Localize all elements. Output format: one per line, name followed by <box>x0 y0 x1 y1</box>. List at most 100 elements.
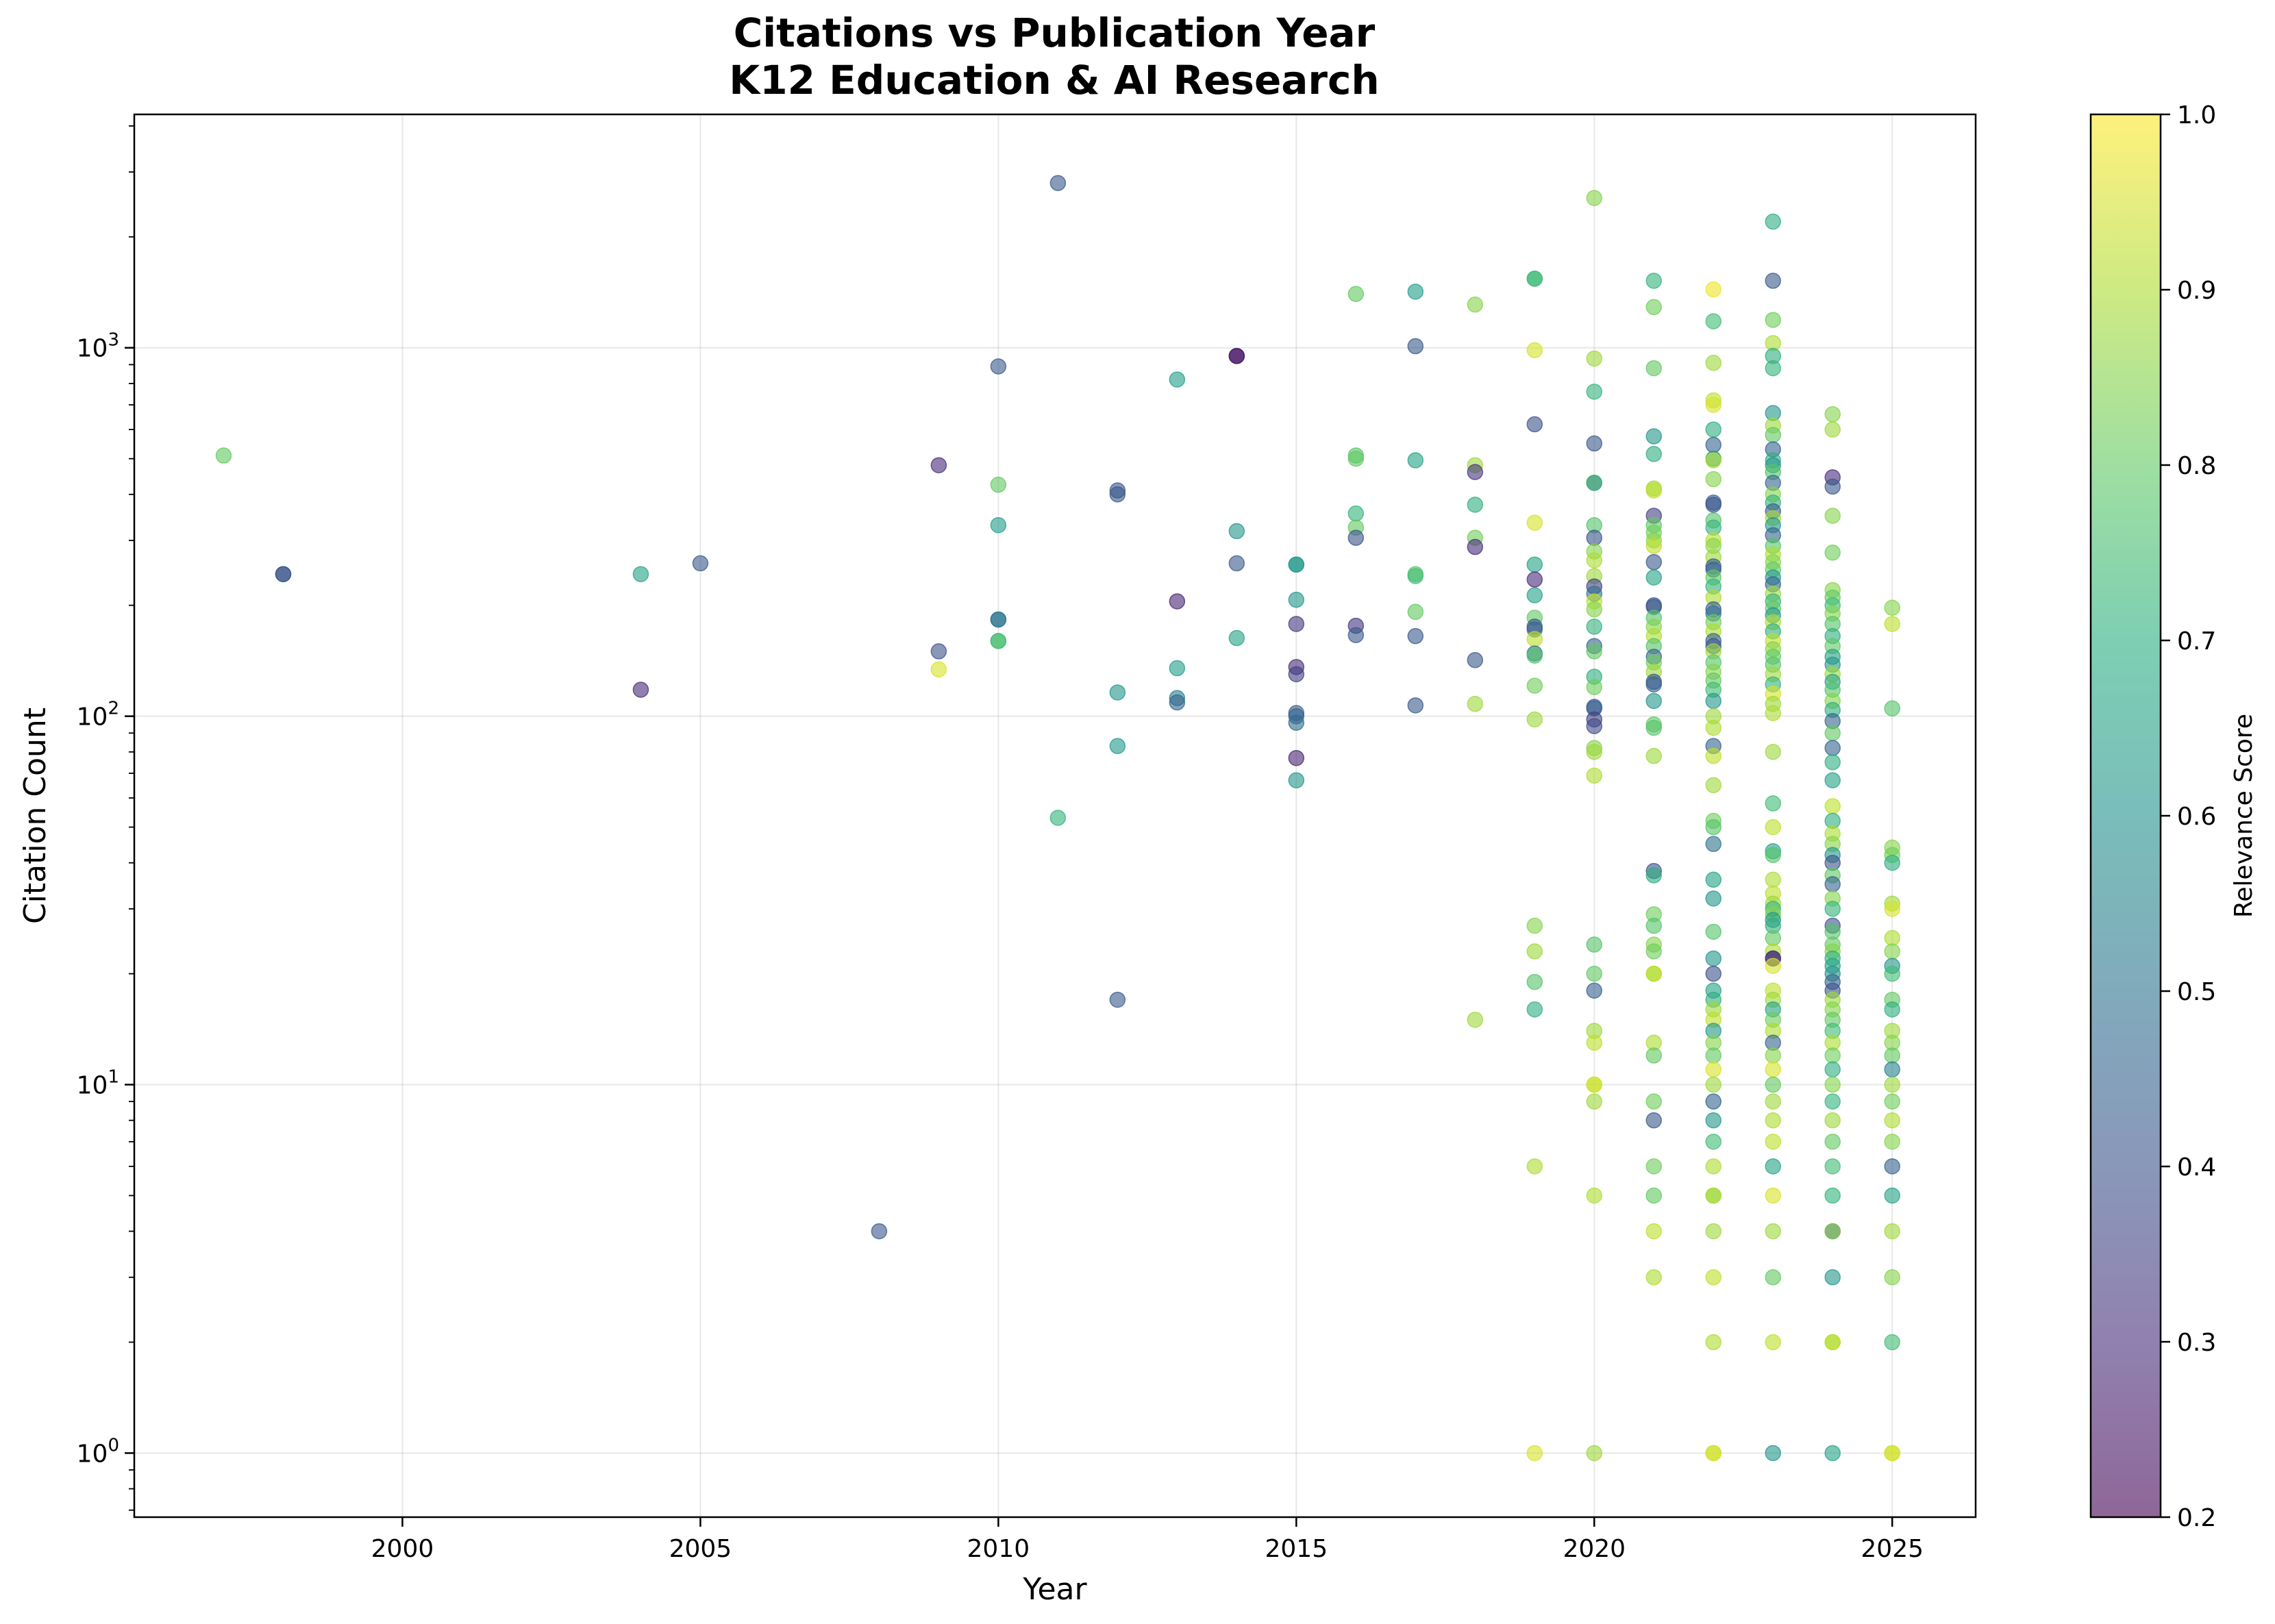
data-point <box>1526 571 1543 588</box>
data-point <box>1705 747 1721 764</box>
data-point <box>1526 416 1543 433</box>
data-point <box>1645 943 1663 960</box>
data-point <box>1705 281 1721 298</box>
colorbar-tick-label: 1.0 <box>2177 101 2216 129</box>
data-point <box>1705 777 1721 794</box>
data-point <box>1824 1187 1841 1204</box>
data-point <box>1705 313 1721 329</box>
colorbar-tick-label: 0.3 <box>2177 1329 2216 1357</box>
data-point <box>1526 647 1543 664</box>
y-tick-exponent: 1 <box>108 1067 119 1088</box>
data-point <box>1884 1061 1900 1078</box>
data-point <box>1288 666 1305 683</box>
data-point <box>1526 677 1543 694</box>
data-point <box>1824 1269 1841 1286</box>
data-point <box>1765 795 1781 812</box>
data-point <box>1645 1269 1663 1286</box>
data-point <box>1765 744 1781 760</box>
data-point <box>1586 1093 1603 1110</box>
data-point <box>1884 965 1900 982</box>
data-point <box>1109 486 1126 503</box>
colorbar-label: Relevance Score <box>2230 714 2258 918</box>
data-point <box>1467 296 1484 313</box>
data-point <box>1526 711 1543 728</box>
data-point <box>1824 740 1841 756</box>
data-point <box>1347 627 1365 643</box>
data-point <box>1884 1076 1900 1093</box>
data-point <box>1228 523 1245 540</box>
data-point <box>1765 1061 1781 1078</box>
data-point <box>1407 338 1424 355</box>
data-point <box>1705 436 1721 453</box>
data-point <box>1765 427 1781 443</box>
data-point <box>1705 1334 1721 1351</box>
data-point <box>1884 943 1900 960</box>
data-point <box>1049 810 1067 826</box>
y-tick-exponent: 2 <box>108 699 119 719</box>
x-tick-label: 2025 <box>1861 1535 1924 1563</box>
data-point <box>1824 421 1841 438</box>
chart-title: Citations vs Publication Year <box>734 10 1376 56</box>
data-point <box>1824 1445 1841 1462</box>
y-tick-base: 10 <box>77 1440 108 1468</box>
data-point <box>1884 1187 1900 1204</box>
data-point <box>1705 692 1721 710</box>
data-point <box>1109 684 1126 701</box>
data-point <box>1526 1158 1543 1175</box>
data-point <box>1824 1334 1841 1351</box>
data-point <box>1705 1158 1721 1175</box>
data-point <box>1705 1445 1721 1462</box>
data-point <box>1645 692 1663 710</box>
data-point <box>1824 1093 1841 1110</box>
data-point <box>1109 991 1126 1008</box>
data-point <box>1347 529 1365 546</box>
data-point <box>1645 299 1663 316</box>
data-point <box>1645 482 1663 499</box>
colorbar-tick-label: 0.6 <box>2177 803 2216 831</box>
data-point <box>1288 591 1305 608</box>
colorbar-tick-label: 0.2 <box>2177 1504 2216 1532</box>
data-point <box>1467 1012 1484 1028</box>
data-point <box>930 643 947 660</box>
data-point <box>1705 965 1721 982</box>
data-point <box>1586 643 1603 660</box>
data-point <box>1645 1112 1663 1129</box>
data-point <box>1765 705 1781 721</box>
data-point <box>1586 1187 1603 1204</box>
data-point <box>1526 943 1543 960</box>
chart-subtitle: K12 Education & AI Research <box>729 57 1379 103</box>
data-point <box>1765 1223 1781 1240</box>
data-point <box>1884 929 1900 947</box>
data-point <box>1407 627 1424 645</box>
data-point <box>1884 854 1900 871</box>
data-point <box>1705 355 1721 371</box>
data-point <box>1586 190 1603 206</box>
data-point <box>1288 556 1305 573</box>
x-tick-label: 2000 <box>371 1535 434 1563</box>
data-point <box>692 555 709 572</box>
data-point <box>1586 982 1603 999</box>
data-point <box>1765 1076 1781 1093</box>
y-tick-base: 10 <box>77 335 108 363</box>
data-point <box>1705 890 1721 907</box>
y-axis-label: Citation Count <box>18 708 53 924</box>
data-point <box>1526 1445 1543 1462</box>
data-point <box>1586 619 1603 635</box>
data-point <box>1824 1134 1841 1150</box>
data-point <box>1645 446 1663 462</box>
data-point <box>1765 213 1781 230</box>
data-point <box>1526 917 1543 934</box>
data-point <box>1705 1093 1721 1110</box>
data-point <box>1288 616 1305 632</box>
data-point <box>1705 719 1721 736</box>
data-point <box>1645 867 1663 884</box>
data-point <box>930 457 947 473</box>
data-point <box>1467 538 1484 555</box>
data-point <box>1467 651 1484 669</box>
data-point <box>990 476 1007 493</box>
data-point <box>1705 1076 1721 1093</box>
data-point <box>1228 629 1245 647</box>
data-point <box>1645 553 1663 571</box>
data-point <box>1586 435 1603 452</box>
data-point <box>1884 901 1900 917</box>
